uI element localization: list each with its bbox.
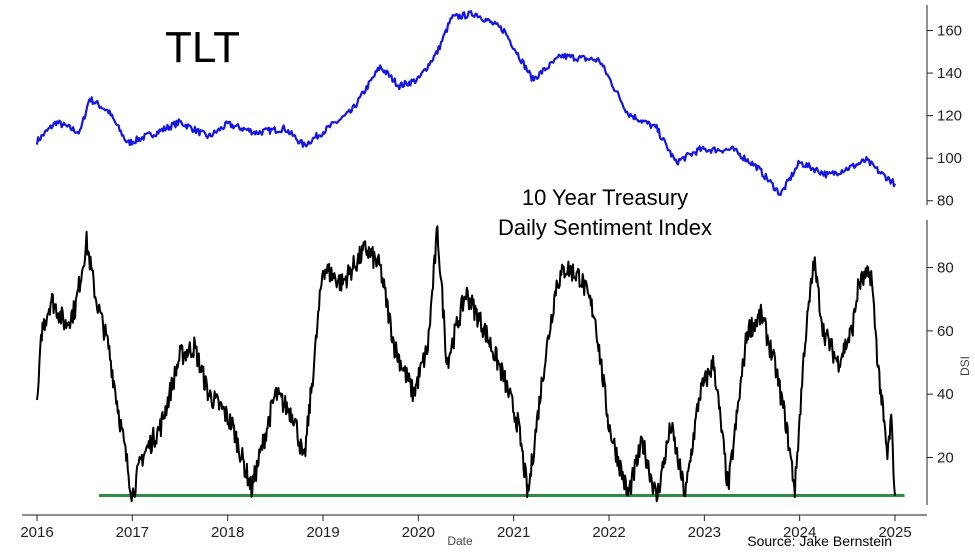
tlt-title: TLT: [165, 23, 240, 72]
dsi-title-line-1: 10 Year Treasury: [522, 185, 688, 210]
dsi-y-tick-label: 60: [937, 323, 954, 340]
x-axis-title: Date: [447, 534, 473, 548]
x-tick-label: 2021: [497, 524, 530, 541]
dsi-y-tick-label: 40: [937, 386, 954, 403]
x-tick-label: 2022: [592, 524, 625, 541]
x-tick-label: 2020: [402, 524, 435, 541]
dsi-y-tick-label: 20: [937, 450, 954, 467]
tlt-series-line: [35, 10, 897, 197]
x-tick-label: 2016: [20, 524, 53, 541]
x-tick-label: 2019: [306, 524, 339, 541]
x-tick-label: 2024: [783, 524, 816, 541]
x-tick-label: 2018: [211, 524, 244, 541]
x-tick-label: 2017: [116, 524, 149, 541]
x-tick-label: 2025: [878, 524, 911, 541]
dsi-axis-title: DSI: [958, 356, 972, 376]
tlt-y-tick-label: 80: [937, 193, 954, 210]
tlt-y-tick-label: 140: [937, 65, 962, 82]
tlt-y-tick-label: 160: [937, 23, 962, 40]
source-note: Source: Jake Bernstein: [747, 533, 892, 549]
tlt-panel: 80 100 120 140 160: [35, 5, 962, 210]
x-axis: 2016 2017 2018 2019 2020 2021 2022 2023 2024 2025: [20, 514, 927, 541]
tlt-y-tick-label: 120: [937, 108, 962, 125]
dsi-series-line: [36, 225, 896, 503]
dsi-panel: 20 40 60 80: [36, 220, 954, 505]
tlt-y-tick-label: 100: [937, 150, 962, 167]
x-tick-label: 2023: [688, 524, 721, 541]
dsi-y-tick-label: 80: [937, 260, 954, 277]
dsi-title-line-2: Daily Sentiment Index: [498, 215, 712, 240]
